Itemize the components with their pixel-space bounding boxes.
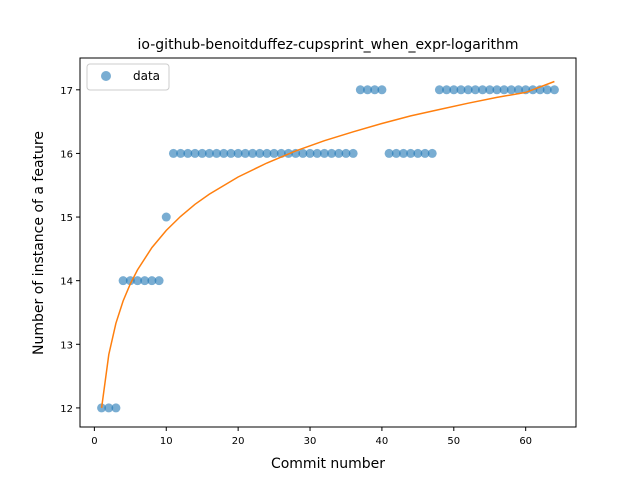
data-point [133, 276, 143, 286]
data-point [406, 148, 416, 158]
data-point [176, 148, 186, 158]
y-tick-label: 12 [60, 404, 73, 415]
data-point [111, 403, 121, 413]
x-axis-ticks: 0 10 20 30 40 50 60 [91, 427, 532, 447]
legend-marker-data [101, 71, 111, 81]
x-tick-label: 50 [447, 436, 460, 447]
y-tick-label: 14 [60, 277, 73, 288]
data-point [161, 212, 171, 222]
legend-label-data: data [133, 69, 160, 83]
data-point [240, 148, 250, 158]
data-point [334, 148, 344, 158]
x-tick-label: 10 [160, 436, 173, 447]
x-axis-label: Commit number [271, 456, 385, 472]
data-point [391, 148, 401, 158]
data-point [549, 85, 559, 95]
data-point [478, 85, 488, 95]
data-point [463, 85, 473, 95]
y-axis-ticks: 12 13 14 15 16 17 [60, 86, 80, 415]
data-point [542, 85, 552, 95]
chart-title: io-github-benoitduffez-cupsprint_when_ex… [138, 37, 519, 53]
plot-area [79, 57, 577, 428]
data-point [97, 403, 107, 413]
data-point [312, 148, 322, 158]
x-tick-label: 40 [376, 436, 389, 447]
y-tick-label: 16 [60, 149, 73, 160]
data-point [370, 85, 380, 95]
data-point [427, 148, 437, 158]
data-point [384, 148, 394, 158]
data-point [183, 148, 193, 158]
x-tick-label: 0 [91, 436, 97, 447]
y-axis-label: Number of instance of a feature [31, 131, 47, 355]
data-point [140, 276, 150, 286]
data-point [434, 85, 444, 95]
fit-line [100, 80, 555, 409]
data-point [154, 276, 164, 286]
data-point [348, 148, 358, 158]
data-point [168, 148, 178, 158]
data-point [355, 85, 365, 95]
data-point [190, 148, 200, 158]
data-point [298, 148, 308, 158]
data-point [327, 148, 337, 158]
data-point [226, 148, 236, 158]
data-point [219, 148, 229, 158]
data-point [341, 148, 351, 158]
data-point [420, 148, 430, 158]
data-point [513, 85, 523, 95]
x-tick-label: 20 [232, 436, 245, 447]
legend: data [86, 63, 170, 91]
data-point [442, 85, 452, 95]
data-point [118, 276, 128, 286]
data-point [363, 85, 373, 95]
x-tick-label: 30 [304, 436, 317, 447]
x-tick-label: 60 [519, 436, 532, 447]
data-point [485, 85, 495, 95]
data-point [456, 85, 466, 95]
y-tick-label: 13 [60, 340, 73, 351]
axes-frame [79, 57, 577, 428]
data-point [255, 148, 265, 158]
data-point [197, 148, 207, 158]
legend-box [86, 63, 170, 91]
data-point [398, 148, 408, 158]
data-point [269, 148, 279, 158]
data-point [413, 148, 423, 158]
data-point [506, 85, 516, 95]
data-point [305, 148, 315, 158]
data-point [248, 148, 258, 158]
data-point [104, 403, 114, 413]
y-tick-label: 17 [60, 86, 73, 97]
data-point [499, 85, 509, 95]
data-point [233, 148, 243, 158]
data-point [212, 148, 222, 158]
y-tick-label: 15 [60, 213, 73, 224]
data-point [319, 148, 329, 158]
data-point [204, 148, 214, 158]
data-point [492, 85, 502, 95]
data-point [262, 148, 272, 158]
data-point [147, 276, 157, 286]
data-point [470, 85, 480, 95]
data-point [449, 85, 459, 95]
data-point [377, 85, 387, 95]
